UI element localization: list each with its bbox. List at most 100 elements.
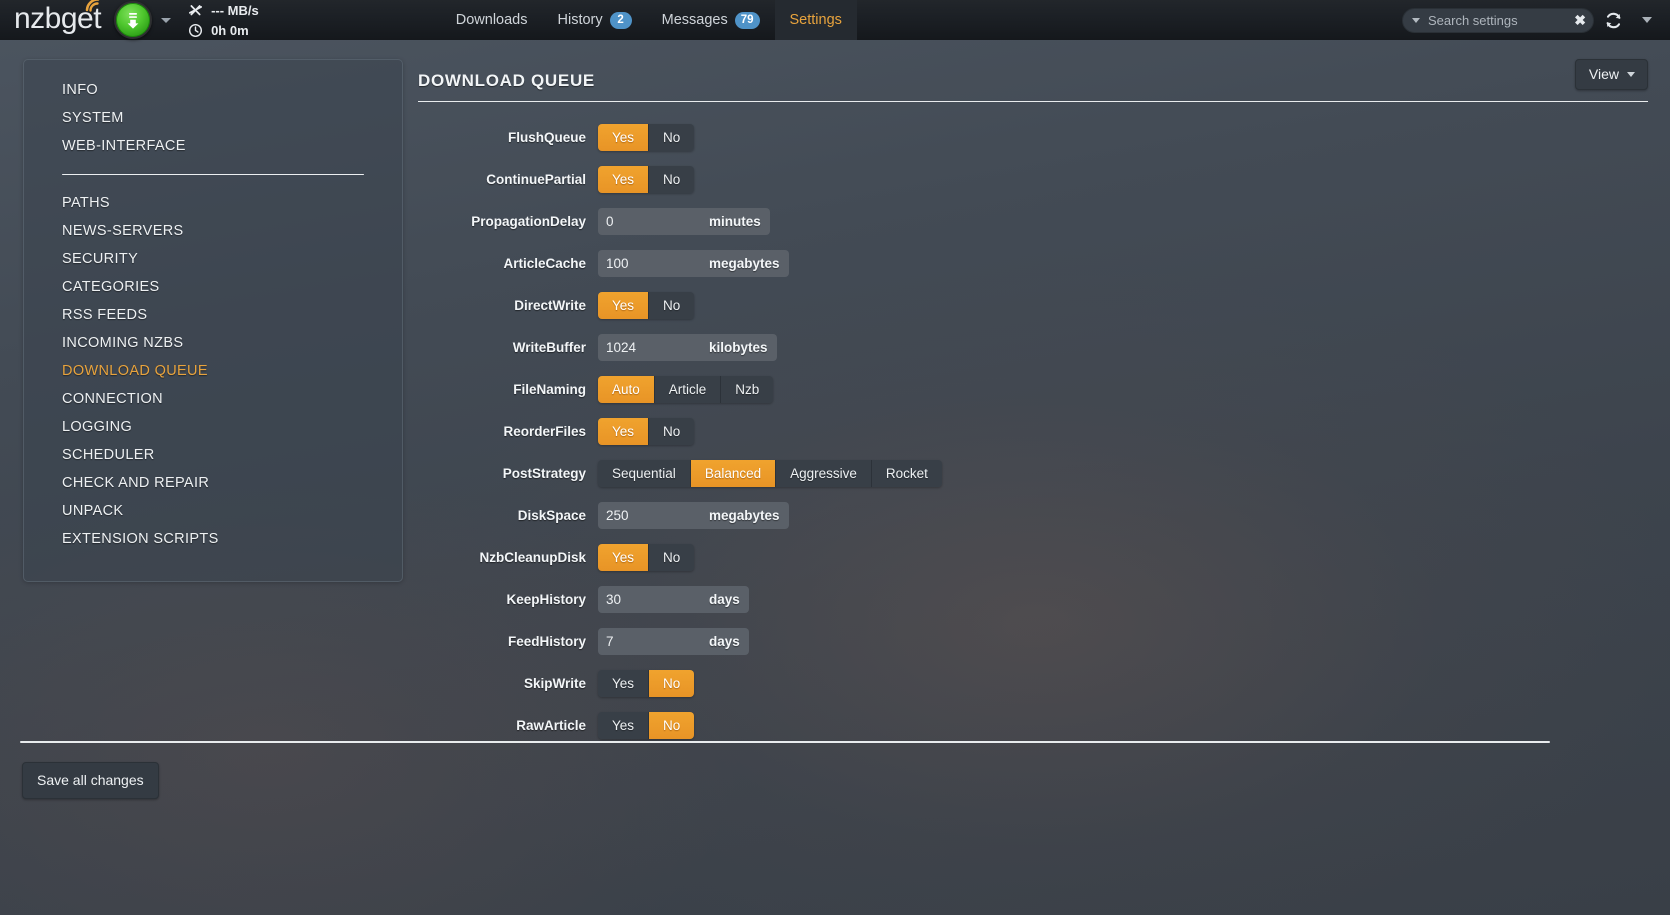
input-keep-history[interactable] bbox=[598, 586, 703, 613]
nav-settings-label: Settings bbox=[789, 12, 842, 28]
input-disk-space[interactable] bbox=[598, 502, 703, 529]
setting-row-reorder-files: ReorderFiles Yes No bbox=[418, 418, 1648, 445]
option-file-naming-nzb[interactable]: Nzb bbox=[721, 376, 774, 403]
setting-row-write-buffer: WriteBuffer kilobytes bbox=[418, 334, 1648, 361]
option-direct-write-no[interactable]: No bbox=[649, 292, 695, 319]
setting-control-flush-queue: Yes No bbox=[598, 124, 695, 151]
navbar-right: Search settings ✖ bbox=[1402, 0, 1662, 40]
sidebar-item-connection[interactable]: CONNECTION bbox=[62, 391, 163, 407]
sidebar-item-categories[interactable]: CATEGORIES bbox=[62, 279, 160, 295]
view-button[interactable]: View bbox=[1574, 59, 1648, 90]
brand[interactable]: nzbget bbox=[0, 0, 172, 40]
option-file-naming-auto[interactable]: Auto bbox=[598, 376, 655, 403]
input-propagation-delay[interactable] bbox=[598, 208, 703, 235]
input-group-feed-history: days bbox=[598, 628, 749, 655]
button-group-skip-write: Yes No bbox=[598, 670, 695, 697]
settings-main-panel: DOWNLOAD QUEUE View FlushQueue Yes No Conti… bbox=[418, 59, 1648, 754]
sidebar-item-paths[interactable]: PATHS bbox=[62, 195, 110, 211]
option-post-strategy-rocket[interactable]: Rocket bbox=[871, 460, 942, 487]
setting-label-reorder-files: ReorderFiles bbox=[503, 424, 586, 439]
button-group-flush-queue: Yes No bbox=[598, 124, 695, 151]
option-nzb-cleanup-disk-no[interactable]: No bbox=[649, 544, 695, 571]
option-post-strategy-aggressive[interactable]: Aggressive bbox=[776, 460, 872, 487]
search-close-x-icon[interactable]: ✖ bbox=[1574, 12, 1586, 28]
option-file-naming-article[interactable]: Article bbox=[654, 376, 722, 403]
option-continue-partial-yes[interactable]: Yes bbox=[598, 166, 650, 193]
option-post-strategy-sequential[interactable]: Sequential bbox=[598, 460, 691, 487]
option-nzb-cleanup-disk-yes[interactable]: Yes bbox=[598, 544, 650, 571]
setting-label-propagation-delay: PropagationDelay bbox=[471, 214, 586, 229]
setting-row-propagation-delay: PropagationDelay minutes bbox=[418, 208, 1648, 235]
sidebar-item-scheduler[interactable]: SCHEDULER bbox=[62, 447, 155, 463]
option-skip-write-yes[interactable]: Yes bbox=[598, 670, 650, 697]
refresh-icon[interactable] bbox=[1598, 5, 1628, 35]
navbar-menu-button[interactable] bbox=[1632, 5, 1662, 35]
plane-icon bbox=[187, 3, 204, 18]
option-reorder-files-yes[interactable]: Yes bbox=[598, 418, 650, 445]
search-settings-box[interactable]: Search settings ✖ bbox=[1402, 7, 1594, 33]
speed-stat: --- MB/s bbox=[187, 2, 259, 19]
sidebar-item-info[interactable]: INFO bbox=[62, 82, 99, 98]
option-flush-queue-no[interactable]: No bbox=[649, 124, 695, 151]
setting-control-continue-partial: Yes No bbox=[598, 166, 695, 193]
sidebar-item-web-interface[interactable]: WEB-INTERFACE bbox=[62, 138, 186, 154]
option-reorder-files-no[interactable]: No bbox=[649, 418, 695, 445]
sidebar-item-news-servers[interactable]: NEWS-SERVERS bbox=[62, 223, 184, 239]
input-group-keep-history: days bbox=[598, 586, 749, 613]
sidebar-item-check-and-repair[interactable]: CHECK AND REPAIR bbox=[62, 475, 210, 491]
sidebar-item-unpack[interactable]: UNPACK bbox=[62, 503, 124, 519]
setting-row-nzb-cleanup-disk: NzbCleanupDisk Yes No bbox=[418, 544, 1648, 571]
main-header: DOWNLOAD QUEUE View bbox=[418, 59, 1648, 102]
save-all-changes-button[interactable]: Save all changes bbox=[22, 762, 159, 799]
nav-downloads-label: Downloads bbox=[455, 12, 528, 28]
sidebar-item-extension-scripts[interactable]: EXTENSION SCRIPTS bbox=[62, 531, 219, 547]
option-flush-queue-yes[interactable]: Yes bbox=[598, 124, 650, 151]
input-write-buffer[interactable] bbox=[598, 334, 703, 361]
nav-settings[interactable]: Settings bbox=[774, 0, 857, 40]
sidebar-item-incoming-nzbs[interactable]: INCOMING NZBS bbox=[62, 335, 184, 351]
input-article-cache[interactable] bbox=[598, 250, 703, 277]
brand-chevron-down-icon[interactable] bbox=[161, 17, 172, 23]
clock-icon bbox=[187, 23, 204, 38]
unit-propagation-delay: minutes bbox=[703, 208, 770, 235]
unit-write-buffer: kilobytes bbox=[703, 334, 777, 361]
nav-messages[interactable]: Messages 79 bbox=[647, 0, 775, 40]
search-input[interactable]: Search settings bbox=[1428, 12, 1518, 28]
setting-label-direct-write: DirectWrite bbox=[514, 298, 586, 313]
nav-downloads[interactable]: Downloads bbox=[441, 0, 543, 40]
setting-label-feed-history: FeedHistory bbox=[507, 634, 586, 649]
sidebar-item-logging[interactable]: LOGGING bbox=[62, 419, 133, 435]
option-raw-article-yes[interactable]: Yes bbox=[598, 712, 650, 739]
setting-control-propagation-delay: minutes bbox=[598, 208, 770, 235]
download-pause-icon[interactable] bbox=[114, 1, 153, 39]
setting-label-write-buffer: WriteBuffer bbox=[512, 340, 586, 355]
sidebar-item-rss-feeds[interactable]: RSS FEEDS bbox=[62, 307, 148, 323]
setting-label-disk-space: DiskSpace bbox=[517, 508, 586, 523]
uptime-stat: 0h 0m bbox=[187, 22, 259, 39]
nav-links: Downloads History 2 Messages 79 Settings bbox=[441, 0, 857, 40]
unit-article-cache: megabytes bbox=[703, 250, 789, 277]
sidebar-item-security[interactable]: SECURITY bbox=[62, 251, 139, 267]
sidebar-item-download-queue[interactable]: DOWNLOAD QUEUE bbox=[62, 363, 208, 379]
nav-history[interactable]: History 2 bbox=[543, 0, 647, 40]
input-group-propagation-delay: minutes bbox=[598, 208, 770, 235]
search-chevron-down-icon[interactable] bbox=[1412, 17, 1420, 23]
setting-label-post-strategy: PostStrategy bbox=[502, 466, 586, 481]
option-post-strategy-balanced[interactable]: Balanced bbox=[690, 460, 777, 487]
option-continue-partial-no[interactable]: No bbox=[649, 166, 695, 193]
input-feed-history[interactable] bbox=[598, 628, 703, 655]
option-direct-write-yes[interactable]: Yes bbox=[598, 292, 650, 319]
option-raw-article-no[interactable]: No bbox=[649, 712, 695, 739]
nav-messages-label: Messages bbox=[661, 12, 728, 28]
unit-feed-history: days bbox=[703, 628, 749, 655]
setting-control-write-buffer: kilobytes bbox=[598, 334, 777, 361]
unit-disk-space: megabytes bbox=[703, 502, 789, 529]
setting-label-flush-queue: FlushQueue bbox=[507, 130, 586, 145]
setting-row-disk-space: DiskSpace megabytes bbox=[418, 502, 1648, 529]
sidebar-item-system[interactable]: SYSTEM bbox=[62, 110, 124, 126]
setting-label-article-cache: ArticleCache bbox=[503, 256, 586, 271]
sidebar-group-config: PATHS NEWS-SERVERS SECURITY CATEGORIES R… bbox=[24, 189, 402, 553]
button-group-continue-partial: Yes No bbox=[598, 166, 695, 193]
option-skip-write-no[interactable]: No bbox=[649, 670, 695, 697]
footer-divider bbox=[20, 741, 1550, 743]
